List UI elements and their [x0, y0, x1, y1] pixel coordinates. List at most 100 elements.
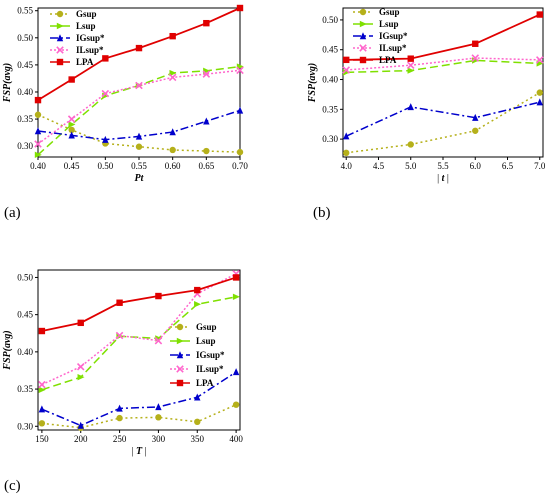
data-point [536, 11, 543, 18]
series-line [345, 101, 540, 137]
data-point [38, 405, 46, 413]
data-point [102, 55, 109, 62]
data-point [236, 148, 244, 156]
series-igsup-star [38, 368, 240, 429]
data-point [68, 126, 75, 134]
data-point [77, 421, 84, 429]
series-igsup-star [343, 98, 543, 140]
data-point [406, 61, 415, 69]
legend-marker [56, 34, 64, 42]
x-tick-label: 0.60 [165, 161, 181, 171]
series-ilsup-star [34, 66, 244, 148]
data-point [155, 292, 162, 300]
plot-frame [342, 7, 544, 158]
series-lpa [34, 4, 244, 104]
chart-panel-3: 150 200 250 300 350 400 0.30 0.35 0.40 0.45 0.50 | … [2, 269, 243, 494]
data-point [232, 274, 240, 281]
data-point [472, 113, 479, 121]
x-tick-label: 350 [191, 434, 205, 444]
data-point [202, 70, 211, 78]
data-point [155, 414, 162, 421]
x-tick-label: 5.0 [405, 161, 417, 171]
series-line [37, 65, 241, 156]
panel-label: (a) [4, 205, 21, 221]
data-point [407, 55, 414, 62]
x-tick-label: 6.5 [502, 161, 514, 171]
x-tick-label: 7.0 [534, 161, 546, 171]
legend-marker [56, 46, 64, 54]
data-point [67, 115, 76, 123]
legend-marker [56, 58, 64, 66]
data-point [536, 89, 543, 96]
data-point [232, 401, 240, 408]
x-tick-label: 0.65 [198, 161, 214, 171]
legend-marker [359, 44, 367, 52]
y-tick-label: 0.30 [17, 141, 33, 151]
legend-marker [176, 365, 184, 373]
x-axis-label: Pt [135, 173, 145, 184]
data-point [203, 147, 210, 155]
x-tick-label: 400 [229, 434, 243, 444]
series-line [41, 276, 237, 332]
data-point [34, 111, 42, 118]
legend-entry: IGsup* [379, 31, 408, 41]
plot-frame [37, 269, 241, 431]
x-tick-label: 0.55 [131, 161, 147, 171]
legend-marker [56, 10, 64, 18]
series-gsup [343, 89, 543, 157]
series-line [346, 13, 541, 61]
x-tick-label: 0.70 [232, 161, 248, 171]
legend-entry: ILsup* [76, 45, 104, 55]
y-tick-label: 0.35 [322, 104, 338, 114]
data-point [169, 128, 176, 136]
legend-entry: Lsup [379, 19, 399, 29]
x-tick-label: 4.0 [341, 161, 353, 171]
data-point [343, 132, 350, 140]
y-tick-label: 0.55 [17, 6, 33, 16]
data-point [236, 4, 244, 12]
x-tick-label: 4.5 [373, 161, 385, 171]
data-point [472, 127, 479, 134]
legend-marker [359, 20, 367, 28]
data-point [407, 141, 414, 148]
series-line [346, 59, 540, 74]
legend-entry: IGsup* [196, 350, 225, 360]
y-tick-label: 0.45 [17, 310, 33, 320]
series-line [41, 404, 237, 429]
y-tick-label: 0.45 [17, 60, 33, 70]
data-point [236, 106, 244, 114]
data-point [407, 103, 414, 111]
data-point [194, 301, 202, 308]
chart-panel-1: 0.40 0.45 0.50 0.55 0.60 0.65 0.70 0.30 0.35 0.40… [2, 4, 248, 221]
series-line [346, 91, 541, 154]
y-tick-label: 0.35 [17, 114, 33, 124]
legend-entry: Lsup [76, 21, 96, 31]
data-point [407, 67, 415, 74]
data-point [135, 132, 143, 140]
data-point [76, 362, 85, 371]
legend-entry: Gsup [196, 322, 217, 332]
y-tick-label: 0.45 [322, 45, 338, 55]
legend-marker [359, 56, 367, 64]
data-point [115, 331, 124, 340]
panel-label: (c) [4, 478, 21, 494]
data-point [34, 127, 42, 135]
legend-entry: IGsup* [76, 33, 105, 43]
series-lpa [38, 274, 240, 335]
data-point [342, 66, 350, 74]
data-point [116, 404, 123, 412]
y-tick-label: 0.50 [322, 15, 338, 25]
data-point [169, 69, 177, 77]
x-tick-label: 300 [152, 434, 166, 444]
data-point [68, 131, 75, 139]
series-igsup-star [34, 106, 244, 143]
data-point [135, 81, 143, 90]
series-line [41, 273, 237, 386]
legend-entry: Gsup [76, 9, 97, 19]
y-tick-label: 0.50 [17, 33, 33, 43]
legend-marker [56, 22, 64, 30]
legend-entry: ILsup* [196, 364, 224, 374]
data-point [169, 32, 176, 40]
y-tick-label: 0.35 [17, 384, 33, 394]
data-point [38, 380, 46, 389]
